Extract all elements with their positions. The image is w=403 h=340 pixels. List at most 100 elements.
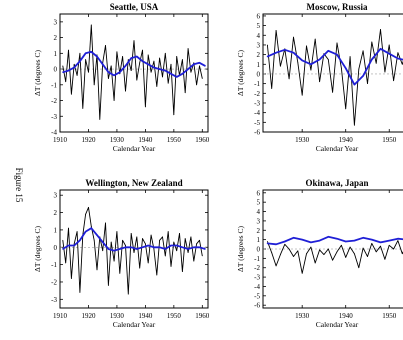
raw-point bbox=[116, 51, 118, 53]
raw-point bbox=[332, 91, 333, 93]
raw-point bbox=[159, 239, 161, 241]
smoothed-point bbox=[353, 84, 355, 86]
smoothed-point bbox=[397, 57, 399, 60]
raw-point bbox=[332, 259, 333, 261]
smoothed-point bbox=[379, 241, 382, 243]
y-tick-label: 5 bbox=[257, 22, 261, 30]
plot-frame bbox=[59, 189, 209, 309]
y-tick-label: -5 bbox=[254, 119, 260, 127]
raw-point bbox=[167, 231, 169, 233]
raw-point bbox=[110, 65, 112, 67]
smoothed-point bbox=[96, 234, 98, 236]
x-tick-label: 1920 bbox=[81, 312, 96, 320]
raw-point bbox=[88, 207, 89, 208]
raw-point bbox=[293, 36, 294, 38]
raw-point bbox=[71, 93, 72, 95]
y-tick-label: 0 bbox=[54, 244, 58, 252]
raw-point bbox=[142, 238, 143, 240]
smoothed-point bbox=[170, 73, 172, 75]
x-axis-label: Calendar Year bbox=[113, 320, 156, 329]
y-tick-label: 3 bbox=[257, 41, 261, 49]
smoothed-point bbox=[79, 239, 81, 241]
y-axis-label: ΔT (degrees C) bbox=[33, 226, 42, 272]
raw-point bbox=[301, 94, 303, 96]
raw-point bbox=[358, 267, 360, 269]
raw-point bbox=[196, 84, 198, 86]
x-tick-label: 1940 bbox=[339, 312, 354, 320]
smoothed-point bbox=[198, 246, 201, 248]
x-axis-label: Calendar Year bbox=[113, 144, 156, 153]
smoothed-point bbox=[388, 240, 390, 242]
raw-point bbox=[145, 106, 146, 108]
raw-point bbox=[362, 247, 364, 249]
raw-point bbox=[275, 265, 277, 267]
raw-point bbox=[79, 52, 81, 54]
raw-point bbox=[280, 254, 281, 256]
raw-point bbox=[150, 71, 152, 73]
raw-point bbox=[150, 234, 152, 236]
smoothed-point bbox=[204, 248, 206, 250]
raw-point bbox=[76, 75, 78, 76]
raw-point bbox=[275, 30, 277, 31]
raw-point bbox=[388, 244, 390, 246]
raw-point bbox=[73, 63, 75, 65]
smoothed-point bbox=[96, 55, 98, 58]
raw-point bbox=[288, 78, 290, 80]
y-tick-label: 3 bbox=[54, 192, 58, 200]
raw-point bbox=[90, 226, 92, 227]
raw-point bbox=[184, 238, 186, 240]
smoothed-point bbox=[397, 238, 399, 240]
raw-point bbox=[145, 243, 146, 245]
smoothed-point bbox=[301, 59, 303, 62]
smoothed-point bbox=[310, 241, 312, 243]
raw-point bbox=[349, 56, 351, 57]
x-tick-label: 1950 bbox=[382, 136, 397, 144]
raw-point bbox=[284, 243, 286, 245]
raw-point bbox=[93, 239, 95, 241]
smoothed-point bbox=[130, 246, 132, 248]
raw-point bbox=[182, 271, 183, 272]
raw-point bbox=[159, 57, 161, 59]
smoothed-point bbox=[353, 240, 355, 242]
x-tick-label: 1910 bbox=[53, 136, 68, 144]
smoothed-point bbox=[284, 49, 286, 51]
smoothed-point bbox=[371, 58, 373, 61]
y-tick-label: -2 bbox=[51, 278, 57, 286]
x-tick-label: 1950 bbox=[382, 312, 397, 320]
smoothed-point bbox=[362, 237, 364, 239]
smoothed-point bbox=[164, 248, 166, 250]
y-tick-label: -1 bbox=[51, 81, 57, 89]
raw-point bbox=[187, 48, 189, 49]
raw-point bbox=[176, 250, 178, 252]
raw-point bbox=[182, 59, 183, 60]
x-tick-label: 1910 bbox=[53, 312, 68, 320]
chart-panel-3: Wellington, New Zealand ΔT (degrees C) Cal… bbox=[33, 178, 210, 329]
y-tick-label: 0 bbox=[257, 70, 261, 78]
chart-panel-2: Moscow, Russia ΔT (degrees C) Calendar Yea… bbox=[236, 2, 403, 153]
raw-point bbox=[297, 250, 299, 252]
smoothed-point bbox=[124, 246, 127, 248]
raw-point bbox=[156, 86, 158, 87]
y-tick-label: 4 bbox=[257, 32, 261, 40]
smoothed-point bbox=[301, 239, 303, 241]
raw-point bbox=[336, 42, 338, 44]
raw-point bbox=[375, 251, 377, 253]
smoothed-point bbox=[147, 244, 149, 247]
raw-point bbox=[327, 248, 329, 250]
plot-area bbox=[266, 29, 403, 126]
raw-point bbox=[153, 60, 155, 62]
raw-point bbox=[62, 239, 64, 241]
raw-point bbox=[136, 236, 138, 238]
plot-frame bbox=[59, 13, 209, 133]
smoothed-point bbox=[292, 52, 295, 54]
raw-point bbox=[153, 248, 155, 250]
smoothed-point bbox=[62, 71, 64, 73]
raw-point bbox=[68, 49, 69, 51]
series-line-smoothed bbox=[62, 227, 206, 252]
x-tick-label: 1940 bbox=[138, 312, 153, 320]
raw-point bbox=[68, 227, 69, 229]
raw-point bbox=[336, 251, 338, 253]
raw-point bbox=[110, 241, 112, 243]
smoothed-point bbox=[371, 239, 373, 241]
x-tick-label: 1920 bbox=[81, 136, 96, 144]
